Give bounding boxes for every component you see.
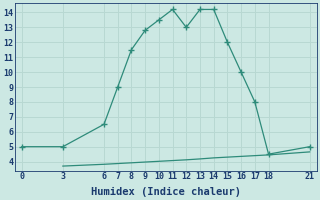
X-axis label: Humidex (Indice chaleur): Humidex (Indice chaleur) (91, 186, 241, 197)
